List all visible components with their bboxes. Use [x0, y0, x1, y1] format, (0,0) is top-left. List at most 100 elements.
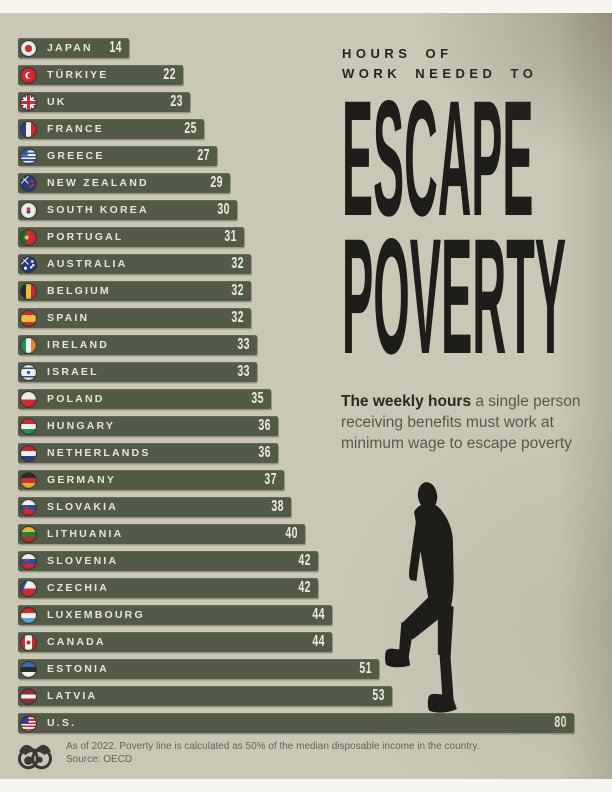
country-label: SPAIN	[47, 312, 90, 324]
country-bar-new-zealand: NEW ZEALAND 29	[18, 173, 230, 193]
bar-row: SLOVENIA 42	[18, 551, 574, 571]
bar-row: SLOVAKIA 38	[18, 497, 574, 517]
subtitle: The weekly hours a single person receivi…	[341, 391, 583, 454]
country-label: ESTONIA	[47, 663, 109, 675]
kicker-line-2: WORK NEEDED TO	[342, 66, 538, 81]
country-label: FRANCE	[47, 123, 104, 135]
country-bar-us: U.S. 80	[18, 713, 574, 733]
title-block: HOURS OF WORK NEEDED TO ESCAPE POVERTY	[342, 44, 568, 355]
country-bar-turkiye: TÜRKIYE 22	[18, 65, 183, 85]
country-label: NEW ZEALAND	[47, 177, 149, 189]
hours-value: 37	[264, 471, 277, 488]
hours-value: 14	[109, 39, 122, 56]
flag-icon-estonia	[21, 661, 36, 677]
bar-row: TÜRKIYE 22	[18, 65, 574, 85]
hours-value: 31	[224, 228, 237, 245]
hours-value: 44	[312, 606, 325, 623]
bar-row: POLAND 35	[18, 389, 574, 409]
country-bar-belgium: BELGIUM 32	[18, 281, 251, 301]
poster-canvas: JAPAN 14 TÜRKIYE 22 UK 23 FRANCE 25 GREECE 27 NEW …	[0, 13, 612, 779]
country-label: SLOVENIA	[47, 555, 119, 567]
flag-icon-luxembourg	[21, 607, 36, 623]
hours-value: 27	[197, 147, 210, 164]
hours-value: 33	[237, 363, 250, 380]
country-bar-latvia: LATVIA 53	[18, 686, 392, 706]
country-label: LITHUANIA	[47, 528, 124, 540]
flag-icon-ireland	[21, 337, 36, 353]
bar-row: HUNGARY 36	[18, 416, 574, 436]
bar-row: NEW ZEALAND 29	[18, 173, 574, 193]
flag-icon-lithuania	[21, 526, 36, 542]
country-bar-slovenia: SLOVENIA 42	[18, 551, 318, 571]
bar-row: ESTONIA 51	[18, 659, 574, 679]
flag-icon-new-zealand	[21, 175, 36, 191]
country-label: NETHERLANDS	[47, 447, 151, 459]
hours-value: 36	[258, 417, 271, 434]
country-bar-germany: GERMANY 37	[18, 470, 284, 490]
binoculars-logo-icon	[17, 744, 53, 770]
country-label: U.S.	[47, 717, 77, 729]
bar-row: FRANCE 25	[18, 119, 574, 139]
country-bar-estonia: ESTONIA 51	[18, 659, 379, 679]
flag-icon-portugal	[21, 229, 36, 245]
hours-value: 53	[372, 687, 385, 704]
kicker-line-1: HOURS OF	[342, 46, 453, 61]
country-label: BELGIUM	[47, 285, 111, 297]
hours-value: 32	[231, 309, 244, 326]
flag-icon-poland	[21, 391, 36, 407]
flag-icon-germany	[21, 472, 36, 488]
flag-icon-slovakia	[21, 499, 36, 515]
hours-value: 32	[231, 282, 244, 299]
country-bar-netherlands: NETHERLANDS 36	[18, 443, 278, 463]
country-bar-lithuania: LITHUANIA 40	[18, 524, 305, 544]
country-bar-japan: JAPAN 14	[18, 38, 129, 58]
bar-row: UK 23	[18, 92, 574, 112]
bar-row: JAPAN 14	[18, 38, 574, 58]
climbing-man-silhouette	[385, 482, 457, 713]
flag-icon-us	[21, 715, 36, 731]
country-bar-greece: GREECE 27	[18, 146, 217, 166]
flag-icon-hungary	[21, 418, 36, 434]
country-label: TÜRKIYE	[47, 69, 109, 81]
bar-row: AUSTRALIA 32	[18, 254, 574, 274]
country-bar-portugal: PORTUGAL 31	[18, 227, 244, 247]
country-bar-uk: UK 23	[18, 92, 190, 112]
bar-row: CZECHIA 42	[18, 578, 574, 598]
flag-icon-czechia	[21, 580, 36, 596]
bar-row: U.S. 80	[18, 713, 574, 733]
country-bar-czechia: CZECHIA 42	[18, 578, 318, 598]
hours-value: 44	[312, 633, 325, 650]
bar-row: CANADA 44	[18, 632, 574, 652]
country-bar-poland: POLAND 35	[18, 389, 271, 409]
hours-value: 35	[251, 390, 264, 407]
country-bar-hungary: HUNGARY 36	[18, 416, 278, 436]
bar-row: LUXEMBOURG 44	[18, 605, 574, 625]
flag-icon-belgium	[21, 283, 36, 299]
country-bar-spain: SPAIN 32	[18, 308, 251, 328]
title-poverty: POVERTY	[342, 233, 566, 355]
bar-row: LATVIA 53	[18, 686, 574, 706]
hours-value: 42	[298, 552, 311, 569]
country-bar-australia: AUSTRALIA 32	[18, 254, 251, 274]
country-label: ISRAEL	[47, 366, 99, 378]
footnote-source: Source: OECD	[66, 754, 133, 765]
flag-icon-slovenia	[21, 553, 36, 569]
country-label: LATVIA	[47, 690, 98, 702]
title-line-1-text: ESCAPE	[342, 95, 533, 217]
bar-row: ISRAEL 33	[18, 362, 574, 382]
country-bar-luxembourg: LUXEMBOURG 44	[18, 605, 332, 625]
country-label: UK	[47, 96, 67, 108]
title-line-2-text: POVERTY	[342, 233, 566, 355]
hours-value: 80	[554, 714, 567, 731]
country-bar-israel: ISRAEL 33	[18, 362, 257, 382]
flag-icon-canada	[21, 634, 36, 650]
footnote-text: As of 2022. Poverty line is calculated a…	[66, 741, 480, 752]
hours-value: 33	[237, 336, 250, 353]
country-label: SLOVAKIA	[47, 501, 119, 513]
bar-row: SOUTH KOREA 30	[18, 200, 574, 220]
flag-icon-netherlands	[21, 445, 36, 461]
bar-row: LITHUANIA 40	[18, 524, 574, 544]
country-label: SOUTH KOREA	[47, 204, 149, 216]
hours-value: 23	[170, 93, 183, 110]
bar-row: NETHERLANDS 36	[18, 443, 574, 463]
